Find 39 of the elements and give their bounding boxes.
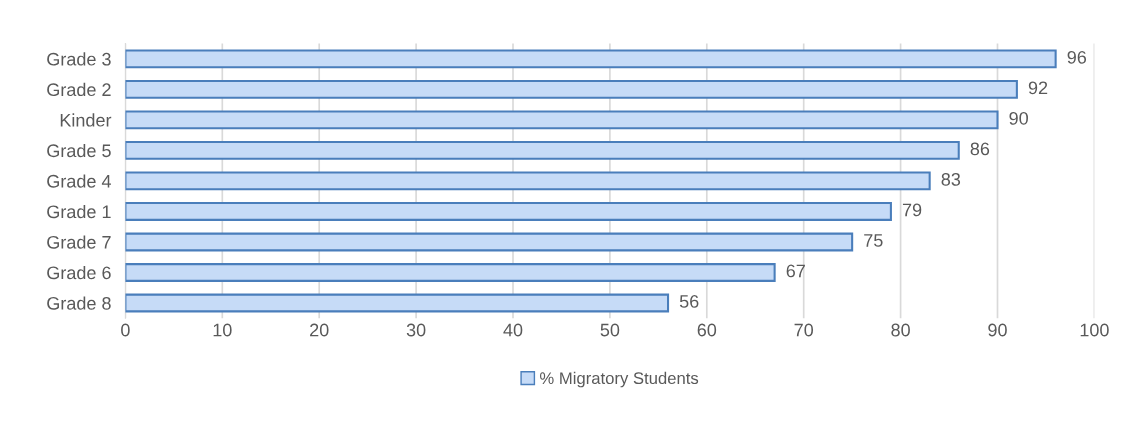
y-tick-label: Grade 1 — [47, 204, 111, 219]
x-tick-label: 80 — [891, 323, 910, 337]
y-tick-label: Grade 6 — [47, 265, 111, 280]
data-label: 83 — [941, 173, 961, 186]
data-label: 86 — [970, 142, 990, 156]
bar — [125, 140, 960, 160]
bar — [125, 232, 854, 252]
data-label: 75 — [864, 234, 883, 247]
x-tick-label: 70 — [794, 323, 814, 337]
x-tick-label: 60 — [697, 323, 717, 337]
y-tick-label: Grade 8 — [47, 296, 111, 310]
data-label: 92 — [1028, 81, 1048, 95]
legend-label: % Migratory Students — [540, 371, 699, 388]
y-tick-label: Grade 3 — [47, 52, 111, 66]
data-label: 79 — [902, 203, 922, 217]
bar — [125, 263, 776, 282]
bar — [125, 293, 670, 313]
bar — [125, 110, 999, 130]
x-tick-label: 0 — [121, 323, 130, 337]
y-tick-label: Grade 7 — [47, 235, 111, 249]
data-label: 96 — [1067, 50, 1087, 64]
y-tick-label: Kinder — [60, 113, 112, 127]
bar — [125, 79, 1018, 99]
x-tick-label: 90 — [988, 323, 1007, 337]
x-tick-label: 40 — [503, 323, 523, 337]
x-tick-label: 10 — [213, 323, 232, 337]
data-label: 90 — [1009, 111, 1028, 125]
y-tick-label: Grade 5 — [47, 143, 111, 158]
data-label: 67 — [786, 264, 805, 278]
x-tick-label: 20 — [310, 323, 329, 337]
y-tick-label: Grade 4 — [47, 174, 111, 188]
bar — [125, 49, 1057, 69]
x-tick-label: 100 — [1080, 323, 1109, 337]
bar — [125, 202, 892, 221]
y-tick-label: Grade 2 — [47, 82, 111, 97]
x-tick-label: 30 — [406, 323, 426, 337]
data-label: 56 — [679, 295, 699, 308]
x-tick-label: 50 — [600, 323, 620, 337]
bar — [125, 171, 931, 191]
